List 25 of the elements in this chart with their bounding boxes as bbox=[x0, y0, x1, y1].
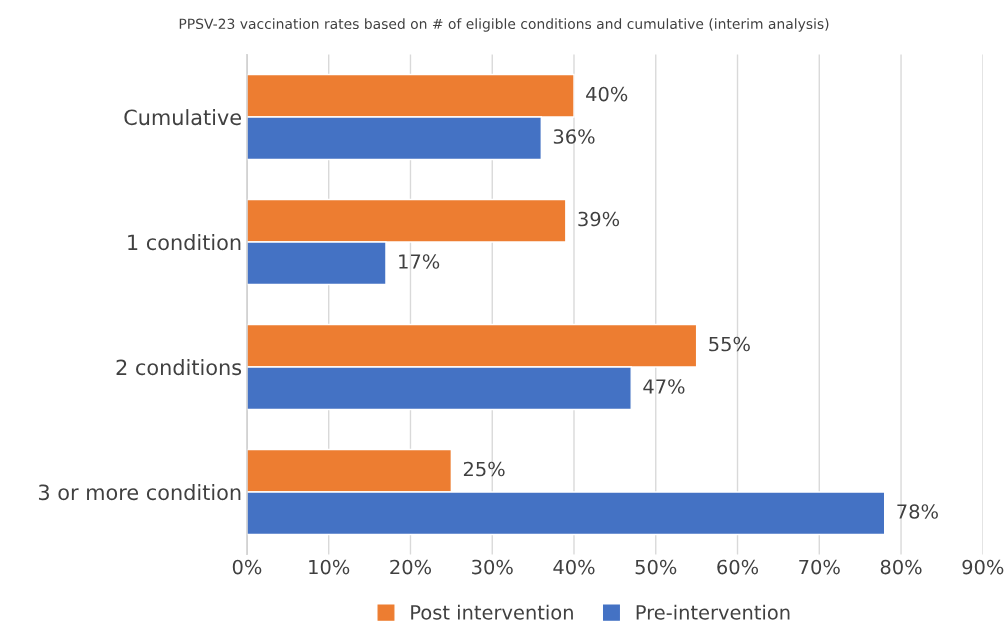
data-label: 55% bbox=[709, 336, 750, 352]
data-label: 36% bbox=[553, 129, 595, 144]
x-tick-label: 30% bbox=[472, 559, 513, 575]
y-tick-label: 3 or more condition bbox=[38, 484, 241, 501]
y-tick-label: Cumulative bbox=[124, 109, 241, 126]
data-label: 40% bbox=[586, 86, 628, 102]
x-tick-label: 20% bbox=[390, 559, 432, 575]
legend-label: Post intervention bbox=[411, 604, 573, 620]
y-tick-label: 1 condition bbox=[128, 234, 241, 251]
x-tick-label: 80% bbox=[880, 559, 922, 575]
x-tick-label: 50% bbox=[635, 559, 677, 575]
y-tick-label: 2 conditions bbox=[116, 359, 242, 376]
legend-label: Pre-intervention bbox=[636, 604, 790, 620]
x-tick-label: 70% bbox=[799, 559, 840, 575]
data-label: 39% bbox=[578, 211, 620, 227]
x-tick-label: 0% bbox=[232, 559, 262, 575]
data-label: 78% bbox=[897, 504, 938, 519]
x-tick-label: 40% bbox=[553, 559, 595, 575]
data-label: 17% bbox=[399, 254, 440, 269]
chart-title: PPSV-23 vaccination rates based on # of eligible conditions and cumulative (interim analysis) bbox=[179, 18, 829, 32]
x-tick-label: 10% bbox=[309, 559, 350, 575]
x-tick-label: 60% bbox=[717, 559, 759, 575]
x-tick-label: 90% bbox=[962, 559, 1004, 575]
data-label: 25% bbox=[463, 461, 505, 477]
data-label: 47% bbox=[643, 379, 685, 394]
